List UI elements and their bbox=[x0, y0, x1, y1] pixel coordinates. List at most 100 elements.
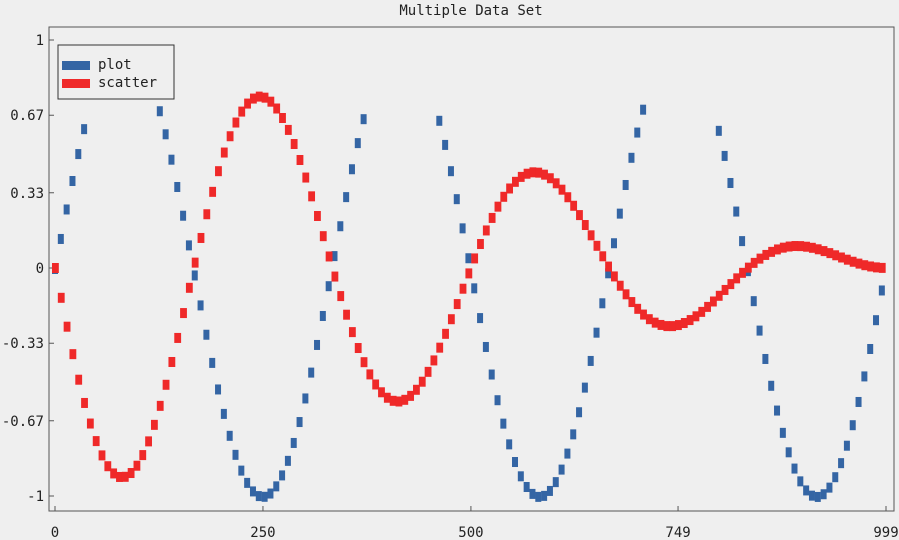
scatter-point bbox=[605, 261, 612, 272]
x-tick-label: 999 bbox=[873, 525, 898, 540]
plot-point bbox=[826, 482, 833, 493]
scatter-point bbox=[121, 471, 129, 482]
plot-point bbox=[506, 439, 513, 450]
scatter-point bbox=[319, 231, 327, 242]
y-tick-label: 0.67 bbox=[10, 108, 44, 124]
scatter-point bbox=[698, 306, 706, 317]
scatter-point bbox=[337, 291, 345, 302]
scatter-point bbox=[576, 210, 583, 221]
plot-point bbox=[215, 384, 222, 395]
plot-point bbox=[715, 125, 722, 136]
plot-point bbox=[814, 491, 821, 502]
scatter-point bbox=[284, 124, 292, 135]
scatter-point bbox=[733, 273, 741, 284]
scatter-point bbox=[628, 297, 636, 308]
scatter-point bbox=[587, 230, 595, 241]
scatter-point bbox=[663, 321, 671, 332]
plot-point bbox=[640, 104, 647, 115]
scatter-point bbox=[517, 171, 525, 182]
scatter-point bbox=[331, 271, 339, 282]
plot-point bbox=[308, 367, 315, 378]
scatter-point bbox=[558, 184, 566, 195]
y-tick-label: -0.33 bbox=[2, 336, 44, 352]
plot-point bbox=[360, 114, 367, 125]
scatter-point bbox=[156, 400, 164, 411]
scatter-point bbox=[104, 461, 112, 472]
plot-point bbox=[756, 325, 763, 336]
scatter-point bbox=[832, 250, 840, 261]
scatter-point bbox=[191, 257, 199, 268]
scatter-point bbox=[220, 147, 228, 158]
scatter-point bbox=[174, 332, 182, 343]
scatter-point bbox=[803, 241, 810, 252]
plot-point bbox=[453, 194, 460, 205]
scatter-point bbox=[442, 328, 449, 339]
plot-point bbox=[797, 476, 804, 487]
plot-point bbox=[447, 166, 454, 177]
plot-point bbox=[558, 464, 565, 475]
plot-point bbox=[750, 296, 757, 307]
scatter-point bbox=[675, 320, 682, 331]
scatter-point bbox=[704, 301, 711, 312]
scatter-point bbox=[185, 282, 193, 293]
plot-point bbox=[273, 481, 280, 492]
x-tick-label: 250 bbox=[250, 525, 275, 540]
scatter-point bbox=[81, 397, 88, 408]
scatter-point bbox=[715, 290, 723, 301]
plot-point bbox=[616, 208, 623, 219]
y-tick-label: -1 bbox=[27, 489, 44, 505]
scatter-point bbox=[640, 309, 647, 320]
scatter-point bbox=[488, 212, 496, 223]
plot-point bbox=[861, 371, 868, 382]
scatter-point bbox=[52, 263, 59, 273]
plot-point bbox=[436, 115, 443, 126]
plot-point bbox=[733, 206, 740, 217]
plot-point bbox=[820, 489, 827, 500]
scatter-point bbox=[465, 268, 473, 279]
y-tick-label: -0.67 bbox=[2, 414, 44, 430]
scatter-point bbox=[878, 262, 886, 273]
scatter-point bbox=[343, 309, 350, 320]
plot-point bbox=[878, 285, 885, 296]
scatter-point bbox=[226, 131, 234, 142]
plot-point bbox=[529, 488, 536, 499]
scatter-point bbox=[389, 395, 397, 406]
scatter-point bbox=[197, 232, 205, 243]
scatter-point bbox=[372, 379, 380, 390]
scatter-point bbox=[215, 166, 222, 177]
plot-point bbox=[465, 253, 472, 264]
plot-point bbox=[762, 353, 769, 364]
chart-title: Multiple Data Set bbox=[399, 3, 542, 19]
plot-point bbox=[774, 405, 781, 416]
plot-point bbox=[843, 440, 850, 451]
plot-point bbox=[552, 477, 559, 488]
scatter-point bbox=[727, 279, 735, 290]
scatter-point bbox=[779, 242, 787, 253]
scatter-point bbox=[325, 251, 333, 262]
scatter-point bbox=[494, 201, 502, 212]
scatter-point bbox=[308, 191, 316, 202]
scatter-point bbox=[209, 186, 217, 197]
scatter-point bbox=[500, 191, 508, 202]
scatter-point bbox=[552, 178, 560, 189]
scatter-point bbox=[162, 379, 170, 390]
scatter-point bbox=[808, 242, 816, 253]
plot-point bbox=[220, 408, 227, 419]
scatter-point bbox=[861, 260, 869, 271]
plot-point bbox=[249, 486, 256, 497]
plot-point bbox=[500, 418, 507, 429]
plot-point bbox=[348, 164, 355, 175]
plot-point bbox=[855, 396, 862, 407]
scatter-point bbox=[447, 314, 455, 325]
scatter-point bbox=[302, 172, 310, 183]
scatter-point bbox=[570, 200, 578, 211]
scatter-point bbox=[593, 240, 601, 251]
plot-point bbox=[739, 236, 746, 247]
plot-point bbox=[628, 152, 635, 163]
plot-point bbox=[832, 472, 839, 483]
y-axis: 1 0.67 0.33 0 -0.33 -0.67 -1 bbox=[2, 33, 54, 505]
scatter-point bbox=[657, 319, 665, 330]
scatter-point bbox=[273, 103, 281, 114]
plot-point bbox=[185, 240, 192, 251]
plot-point bbox=[610, 238, 617, 249]
